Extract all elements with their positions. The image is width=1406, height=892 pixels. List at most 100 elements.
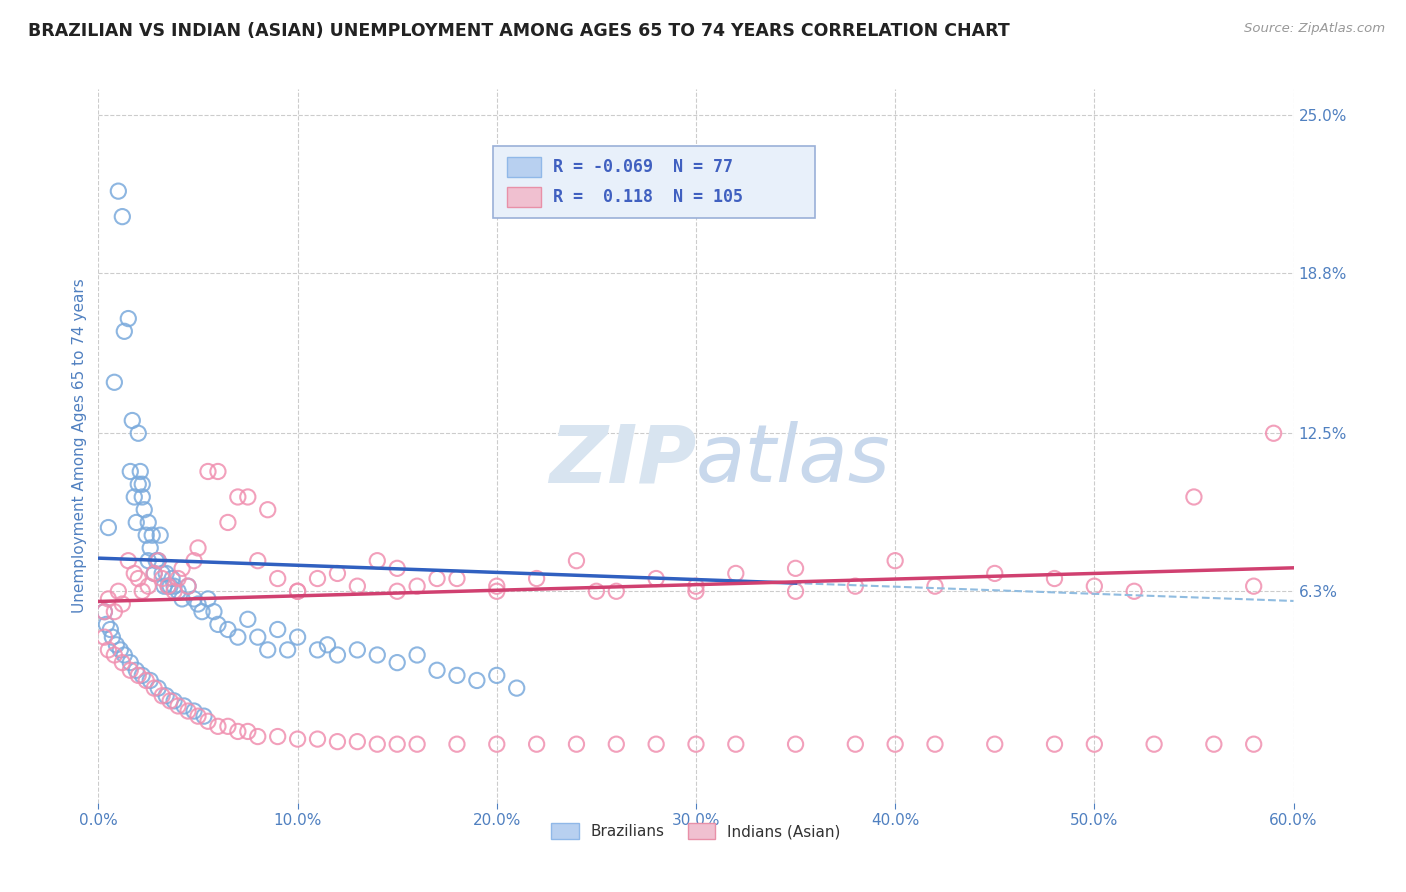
Point [326,648,349,662]
Point [385,561,409,575]
Point [97,591,120,606]
Point [236,612,259,626]
Point [117,554,139,568]
Point [173,698,195,713]
Point [129,465,152,479]
Point [685,579,707,593]
Point [148,554,170,568]
Point [446,668,468,682]
Point [526,737,548,751]
Point [197,465,219,479]
Point [141,528,163,542]
Point [163,584,186,599]
Point [177,579,200,593]
Point [150,572,173,586]
Point [785,737,807,751]
Point [1043,737,1066,751]
Point [256,502,278,516]
Point [924,737,946,751]
Point [145,554,167,568]
Point [326,566,349,581]
Point [605,584,627,599]
Point [287,732,309,747]
Point [127,572,149,586]
Point [139,541,162,555]
Point [1202,737,1225,751]
Point [111,210,134,224]
Point [884,737,907,751]
Point [1123,584,1146,599]
Point [685,584,707,599]
Point [127,426,149,441]
Point [110,643,132,657]
Point [256,643,278,657]
Point [207,617,229,632]
Point [131,477,153,491]
Point [150,566,173,581]
Point [124,566,146,581]
Point [160,572,183,586]
Point [844,737,866,751]
Point [226,630,249,644]
Point [984,737,1007,751]
Point [136,516,159,530]
Point [93,630,115,644]
Point [236,724,259,739]
Point [101,630,124,644]
Point [136,554,159,568]
Point [136,579,159,593]
Point [139,673,162,688]
Point [267,623,290,637]
Point [526,572,548,586]
Point [131,668,153,682]
Point [426,663,449,677]
Point [111,597,134,611]
Point [103,605,125,619]
Point [984,566,1007,581]
Point [307,643,329,657]
Point [346,734,368,748]
Point [143,566,166,581]
Point [131,490,153,504]
Text: atlas: atlas [696,421,891,500]
Point [485,737,508,751]
Point [107,184,129,198]
Point [366,648,388,662]
Point [202,605,225,619]
Point [287,584,309,599]
Point [326,734,349,748]
FancyBboxPatch shape [494,146,815,218]
Point [446,737,468,751]
Point [645,737,668,751]
Point [187,597,209,611]
Point [346,579,368,593]
Point [183,591,205,606]
FancyBboxPatch shape [508,157,541,177]
Text: BRAZILIAN VS INDIAN (ASIAN) UNEMPLOYMENT AMONG AGES 65 TO 74 YEARS CORRELATION C: BRAZILIAN VS INDIAN (ASIAN) UNEMPLOYMENT… [28,22,1010,40]
Point [246,554,269,568]
Point [246,730,269,744]
Point [105,638,128,652]
Point [167,698,190,713]
Point [157,579,180,593]
Point [153,579,176,593]
Point [163,694,186,708]
Point [155,566,177,581]
Point [112,648,135,662]
Point [107,584,129,599]
Point [924,579,946,593]
Point [149,528,172,542]
Point [187,709,209,723]
Point [103,648,125,662]
Point [93,605,115,619]
Point [159,579,181,593]
Point [96,617,118,632]
Point [226,724,249,739]
Point [406,648,429,662]
Point [485,584,508,599]
Point [103,376,125,390]
Legend: Brazilians, Indians (Asian): Brazilians, Indians (Asian) [546,817,846,845]
Point [287,584,309,599]
Point [346,643,368,657]
Point [127,668,149,682]
